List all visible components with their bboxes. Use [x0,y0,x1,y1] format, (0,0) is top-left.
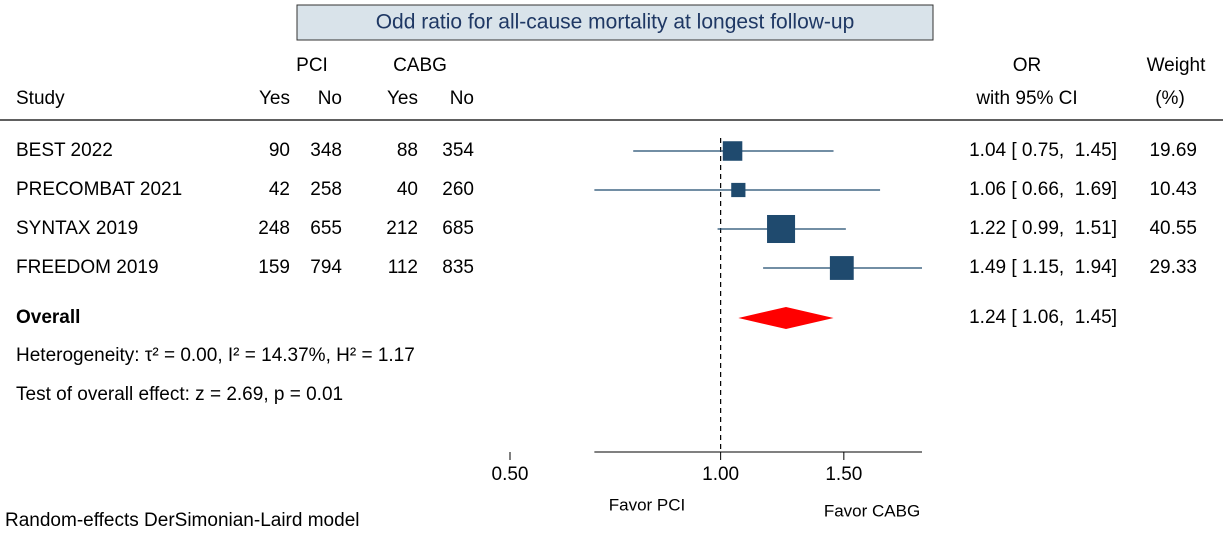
overall-label: Overall [16,307,80,328]
count: 835 [442,257,474,278]
count: 685 [442,218,474,239]
count: 260 [442,179,474,200]
title-box [296,4,934,41]
point-estimate [829,256,854,280]
overall-diamond [738,307,834,329]
count: 655 [310,218,342,239]
count: 88 [397,140,418,161]
ci-label: 1.49 [ 1.15, 1.94] [969,257,1117,278]
header: Yes [259,88,290,109]
point-estimate [722,141,743,161]
overall-ci-label: 1.24 [ 1.06, 1.45] [969,307,1117,328]
study-label: PRECOMBAT 2021 [16,179,182,200]
favor-right: Favor CABG [824,501,920,520]
weight-label: 19.69 [1149,140,1197,161]
ci-label: 1.04 [ 0.75, 1.45] [969,140,1117,161]
x-tick-label: 1.50 [825,464,862,485]
count: 42 [269,179,290,200]
weight-label: 40.55 [1149,218,1197,239]
count: 112 [388,257,418,278]
test: Test of overall effect: z = 2.69, p = 0.… [16,384,343,405]
count: 258 [310,179,342,200]
count: 794 [310,257,342,278]
header: OR [1013,55,1042,76]
x-tick-label: 0.50 [492,464,529,485]
weight-label: 29.33 [1149,257,1197,278]
point-estimate [767,214,796,244]
point-estimate [731,182,746,198]
count: 212 [386,218,418,239]
ci-label: 1.06 [ 0.66, 1.69] [969,179,1117,200]
footnote: Random-effects DerSimonian-Laird model [5,510,359,531]
favor-left: Favor PCI [609,495,686,514]
count: 40 [397,179,418,200]
study-label: SYNTAX 2019 [16,218,138,239]
count: 248 [258,218,290,239]
chart-title: Odd ratio for all-cause mortality at lon… [376,11,855,34]
header: Study [16,88,65,109]
heterogeneity: Heterogeneity: τ² = 0.00, I² = 14.37%, H… [16,345,415,366]
x-tick-label: 1.00 [702,464,739,485]
study-label: BEST 2022 [16,140,113,161]
count: 159 [258,257,290,278]
study-label: FREEDOM 2019 [16,257,159,278]
header: with 95% CI [975,88,1077,109]
count: 90 [269,140,290,161]
header: PCI [296,55,328,76]
count: 354 [442,140,474,161]
header: No [318,88,342,109]
header: (%) [1155,88,1185,109]
header: No [450,88,474,109]
header: Weight [1147,55,1207,76]
header: Yes [387,88,418,109]
count: 348 [310,140,342,161]
weight-label: 10.43 [1149,179,1197,200]
header: CABG [393,55,447,76]
ci-label: 1.22 [ 0.99, 1.51] [969,218,1117,239]
